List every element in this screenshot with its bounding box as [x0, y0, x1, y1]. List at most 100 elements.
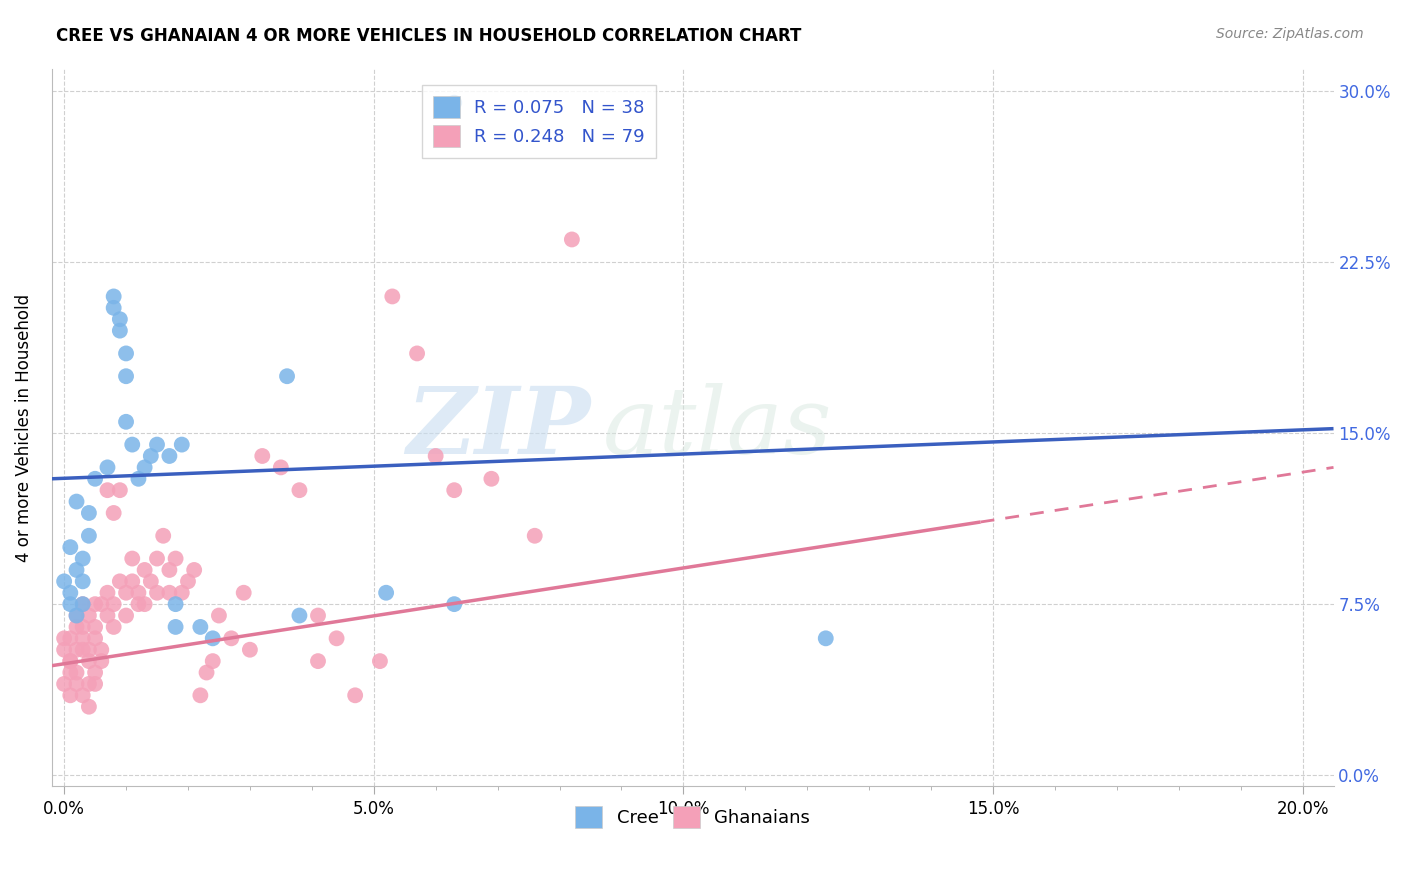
- Point: [77, 699, 100, 714]
- Point: [139, 449, 162, 463]
- Point: [65, 608, 87, 623]
- Point: [170, 437, 193, 451]
- Point: [53, 632, 76, 646]
- Point: [381, 289, 404, 303]
- Point: [115, 369, 138, 384]
- Point: [115, 346, 138, 360]
- Point: [127, 472, 149, 486]
- Point: [53, 642, 76, 657]
- Text: CREE VS GHANAIAN 4 OR MORE VEHICLES IN HOUSEHOLD CORRELATION CHART: CREE VS GHANAIAN 4 OR MORE VEHICLES IN H…: [56, 27, 801, 45]
- Point: [108, 324, 131, 338]
- Point: [121, 437, 143, 451]
- Point: [127, 586, 149, 600]
- Point: [121, 574, 143, 589]
- Point: [65, 494, 87, 508]
- Point: [65, 677, 87, 691]
- Point: [190, 620, 212, 634]
- Point: [65, 665, 87, 680]
- Point: [443, 597, 465, 611]
- Point: [134, 460, 156, 475]
- Point: [77, 608, 100, 623]
- Point: [170, 586, 193, 600]
- Point: [96, 608, 118, 623]
- Point: [72, 642, 94, 657]
- Point: [65, 642, 87, 657]
- Point: [65, 620, 87, 634]
- Point: [115, 608, 138, 623]
- Point: [96, 483, 118, 498]
- Point: [127, 597, 149, 611]
- Point: [90, 597, 112, 611]
- Point: [425, 449, 447, 463]
- Point: [84, 677, 107, 691]
- Point: [77, 677, 100, 691]
- Point: [276, 369, 298, 384]
- Point: [72, 551, 94, 566]
- Point: [103, 620, 125, 634]
- Point: [103, 289, 125, 303]
- Point: [77, 654, 100, 668]
- Point: [103, 301, 125, 315]
- Point: [157, 449, 180, 463]
- Point: [96, 586, 118, 600]
- Point: [65, 563, 87, 577]
- Point: [65, 608, 87, 623]
- Point: [165, 620, 187, 634]
- Point: [221, 632, 243, 646]
- Point: [146, 586, 169, 600]
- Point: [84, 597, 107, 611]
- Point: [72, 597, 94, 611]
- Point: [139, 574, 162, 589]
- Point: [165, 597, 187, 611]
- Point: [59, 540, 82, 554]
- Point: [72, 620, 94, 634]
- Y-axis label: 4 or more Vehicles in Household: 4 or more Vehicles in Household: [15, 293, 32, 562]
- Point: [344, 688, 367, 702]
- Point: [108, 312, 131, 326]
- Text: atlas: atlas: [603, 383, 832, 473]
- Point: [183, 563, 205, 577]
- Point: [443, 95, 465, 110]
- Point: [288, 608, 311, 623]
- Point: [59, 632, 82, 646]
- Point: [288, 483, 311, 498]
- Point: [72, 688, 94, 702]
- Point: [208, 608, 231, 623]
- Point: [201, 632, 224, 646]
- Point: [77, 529, 100, 543]
- Point: [146, 551, 169, 566]
- Point: [232, 586, 254, 600]
- Point: [152, 529, 174, 543]
- Point: [84, 472, 107, 486]
- Point: [134, 563, 156, 577]
- Point: [84, 665, 107, 680]
- Point: [561, 232, 583, 246]
- Point: [443, 483, 465, 498]
- Point: [115, 415, 138, 429]
- Legend: Cree, Ghanaians: Cree, Ghanaians: [568, 798, 817, 835]
- Point: [59, 654, 82, 668]
- Point: [53, 574, 76, 589]
- Point: [77, 642, 100, 657]
- Point: [59, 586, 82, 600]
- Point: [190, 688, 212, 702]
- Point: [53, 677, 76, 691]
- Point: [121, 551, 143, 566]
- Point: [77, 506, 100, 520]
- Point: [270, 460, 292, 475]
- Point: [103, 597, 125, 611]
- Point: [177, 574, 200, 589]
- Point: [157, 563, 180, 577]
- Point: [84, 632, 107, 646]
- Point: [59, 665, 82, 680]
- Point: [479, 472, 502, 486]
- Point: [84, 620, 107, 634]
- Point: [307, 654, 329, 668]
- Point: [59, 654, 82, 668]
- Point: [108, 483, 131, 498]
- Point: [307, 608, 329, 623]
- Text: ZIP: ZIP: [406, 383, 591, 473]
- Point: [814, 632, 837, 646]
- Point: [134, 597, 156, 611]
- Point: [252, 449, 274, 463]
